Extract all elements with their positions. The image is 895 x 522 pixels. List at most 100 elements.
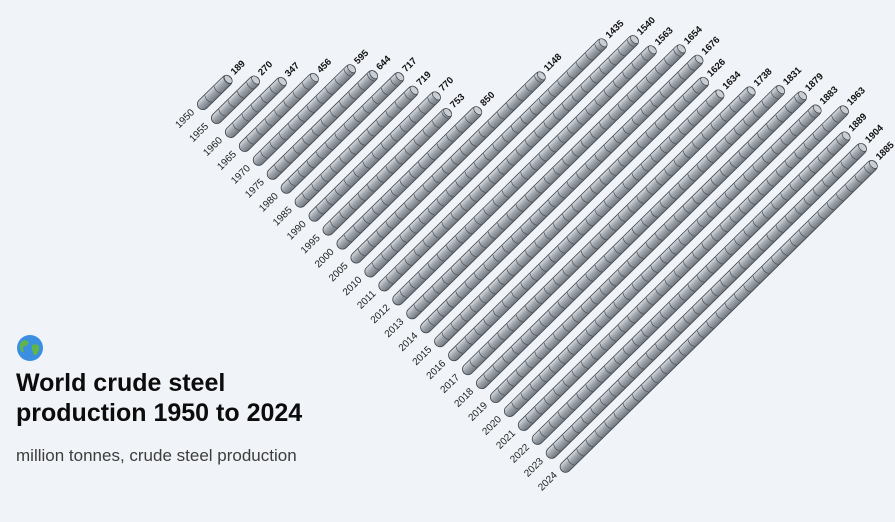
bar-ring (636, 141, 644, 149)
value-label-2020: 1883 (818, 84, 841, 107)
bar-ring (627, 150, 635, 158)
bar-ring (817, 211, 825, 220)
bar-ring (738, 261, 746, 270)
bar-ring (478, 240, 486, 249)
bar-ring (343, 124, 352, 132)
bar-ring (427, 318, 435, 326)
bar-ring (822, 124, 830, 132)
bar-ring (761, 266, 770, 275)
bar-ring (436, 309, 445, 317)
bar-ring (520, 116, 528, 125)
bar-ring (594, 209, 602, 218)
bar-ring (385, 110, 393, 119)
bar-ring (529, 163, 537, 171)
globe-icon (16, 334, 44, 367)
bar-ring (747, 197, 756, 205)
bar-cap (310, 73, 319, 82)
bar-ring (367, 239, 375, 248)
bar-ring (334, 133, 342, 141)
bar-ring (302, 192, 310, 201)
bar-ring (292, 146, 301, 155)
value-label-1990: 770 (437, 75, 456, 94)
bar-ring (854, 175, 862, 183)
bar-ring (710, 178, 719, 187)
bar-ring (506, 213, 514, 221)
bar-ring (288, 123, 296, 132)
bar-ring (474, 328, 482, 336)
bar-ring (395, 267, 403, 275)
bar-ring (450, 268, 459, 276)
bar-ring (673, 270, 681, 278)
year-label-2011: 2011 (355, 288, 378, 311)
bar-ring (501, 245, 510, 254)
bar-ring (357, 193, 366, 201)
bar-ring (227, 100, 236, 108)
bar-ring (232, 123, 240, 131)
bar-ring (320, 174, 328, 183)
bar-ring (418, 217, 426, 225)
bar-ring (687, 118, 695, 127)
bar-ring (557, 80, 565, 88)
bar-2016 (448, 89, 725, 362)
bar-ring (757, 188, 765, 196)
bar-ring (571, 94, 579, 102)
bar-ring (246, 137, 254, 145)
bar-ring (808, 221, 816, 229)
bar-ring (390, 244, 398, 252)
bar-2000 (336, 106, 483, 250)
bar-ring (236, 91, 245, 99)
value-label-1970: 595 (352, 47, 372, 66)
bar-ring (487, 176, 496, 184)
bar-ring (297, 114, 305, 123)
bar-1970 (252, 64, 357, 166)
bar-ring (529, 328, 538, 337)
bar-2011 (378, 35, 639, 292)
bar-ring (701, 243, 709, 251)
bar-ring (409, 281, 417, 289)
bar-ring (622, 403, 631, 411)
bar-ring (567, 347, 575, 355)
bar-ring (502, 356, 510, 364)
value-label-2015: 1626 (705, 57, 728, 80)
bar-ring (627, 371, 635, 379)
bar-ring (534, 241, 542, 249)
bar-ring (469, 305, 477, 313)
bar-ring (543, 342, 552, 351)
bar-cap (868, 160, 878, 169)
year-label-2018: 2018 (453, 386, 477, 410)
bar-ring (775, 225, 784, 233)
bar-body-2023 (545, 143, 867, 459)
bar-ring (343, 234, 352, 243)
bar-ring (483, 319, 491, 327)
bar-ring (552, 167, 561, 176)
bar-cap (812, 104, 822, 114)
value-label-1950: 189 (229, 58, 248, 77)
bar-2017 (462, 86, 756, 376)
bar-ring (604, 366, 612, 374)
bar-body-2020 (503, 104, 822, 417)
bar-ring (627, 94, 635, 103)
bar-ring (664, 334, 672, 343)
bar-ring (794, 96, 802, 105)
bar-ring (673, 325, 682, 334)
bar-ring (576, 393, 584, 402)
bar-cap (715, 89, 725, 99)
bar-ring (501, 190, 510, 198)
bar-ring (650, 210, 658, 218)
bar-ring (566, 126, 574, 135)
bar-ring (539, 430, 547, 438)
bar-ring (645, 352, 654, 361)
bar-ring (571, 315, 579, 323)
bar-ring (664, 169, 672, 177)
bar-ring (724, 303, 733, 311)
bar-ring (720, 280, 728, 288)
bar-ring (566, 71, 574, 79)
bar-ring (506, 268, 514, 277)
bar-ring (399, 180, 407, 188)
bar-ring (770, 91, 779, 100)
bar-ring (752, 165, 760, 173)
bar-cap (473, 106, 483, 116)
bar-ring (487, 231, 496, 240)
bar-ring (515, 370, 524, 378)
bar-ring (594, 44, 602, 52)
